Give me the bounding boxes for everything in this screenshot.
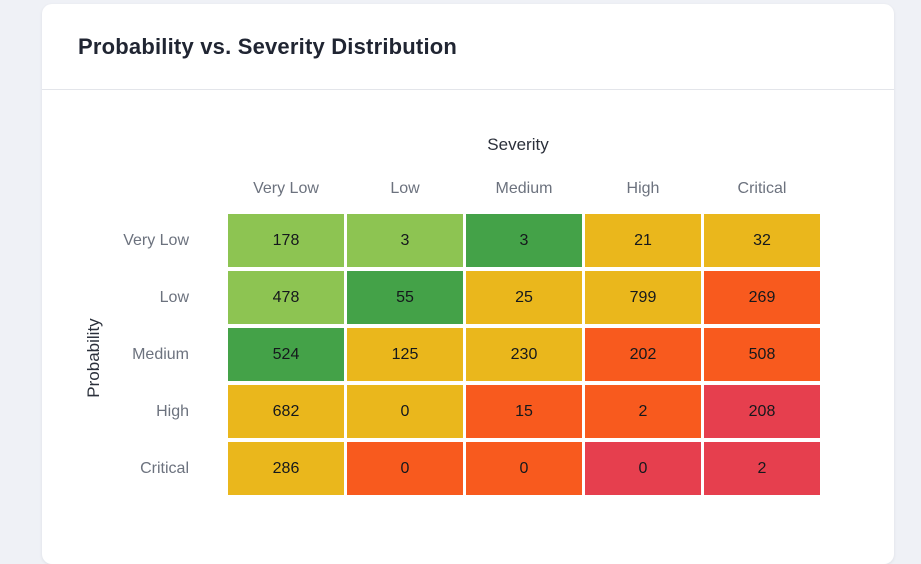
heatmap-cell[interactable]: 202 [585, 328, 701, 381]
column-header-medium: Medium [495, 180, 553, 197]
heatmap-cell[interactable]: 178 [228, 214, 344, 267]
heatmap-cell[interactable]: 2 [704, 442, 820, 495]
heatmap-cell[interactable]: 21 [585, 214, 701, 267]
heatmap-row-low: Low 478 55 25 799 269 [42, 271, 820, 324]
row-label-very-low: Very Low [123, 232, 189, 249]
heatmap-cell[interactable]: 32 [704, 214, 820, 267]
heatmap-cell[interactable]: 3 [347, 214, 463, 267]
heatmap-cell[interactable]: 286 [228, 442, 344, 495]
row-label-medium: Medium [132, 346, 189, 363]
column-header-critical: Critical [737, 180, 787, 197]
column-header-high: High [626, 180, 660, 197]
page-title: Probability vs. Severity Distribution [78, 33, 458, 59]
heatmap-cell[interactable]: 230 [466, 328, 582, 381]
heatmap-grid: Very Low 178 3 3 21 32 Low 478 55 25 799 269 Medium 5… [42, 214, 820, 499]
row-label-critical: Critical [140, 460, 189, 477]
heatmap-cell[interactable]: 0 [347, 442, 463, 495]
column-header-very-low: Very Low [253, 180, 319, 197]
heatmap-cell[interactable]: 682 [228, 385, 344, 438]
heatmap-cell[interactable]: 25 [466, 271, 582, 324]
heatmap-cell[interactable]: 0 [466, 442, 582, 495]
heatmap-cell[interactable]: 55 [347, 271, 463, 324]
card-header: Probability vs. Severity Distribution [42, 4, 894, 90]
heatmap-row-high: High 682 0 15 2 208 [42, 385, 820, 438]
column-headers: Very Low Low Medium High Critical [42, 180, 820, 198]
heatmap-row-medium: Medium 524 125 230 202 508 [42, 328, 820, 381]
heatmap-cell[interactable]: 508 [704, 328, 820, 381]
heatmap-row-critical: Critical 286 0 0 0 2 [42, 442, 820, 495]
heatmap-row-very-low: Very Low 178 3 3 21 32 [42, 214, 820, 267]
column-header-spacer [42, 180, 225, 198]
row-label-low: Low [159, 289, 189, 306]
x-axis-title: Severity [487, 135, 549, 154]
heatmap-cell[interactable]: 15 [466, 385, 582, 438]
heatmap-cell[interactable]: 269 [704, 271, 820, 324]
heatmap-cell[interactable]: 3 [466, 214, 582, 267]
heatmap-cell[interactable]: 0 [585, 442, 701, 495]
heatmap-cell[interactable]: 208 [704, 385, 820, 438]
row-label-high: High [156, 403, 189, 420]
heatmap-cell[interactable]: 799 [585, 271, 701, 324]
chart-area: Severity Probability Very Low Low Medium Hi… [42, 90, 894, 563]
heatmap-cell[interactable]: 125 [347, 328, 463, 381]
chart-card: Probability vs. Severity Distribution Se… [42, 4, 894, 564]
heatmap-cell[interactable]: 0 [347, 385, 463, 438]
heatmap-cell[interactable]: 2 [585, 385, 701, 438]
heatmap-cell[interactable]: 478 [228, 271, 344, 324]
heatmap-cell[interactable]: 524 [228, 328, 344, 381]
column-header-low: Low [390, 180, 420, 197]
